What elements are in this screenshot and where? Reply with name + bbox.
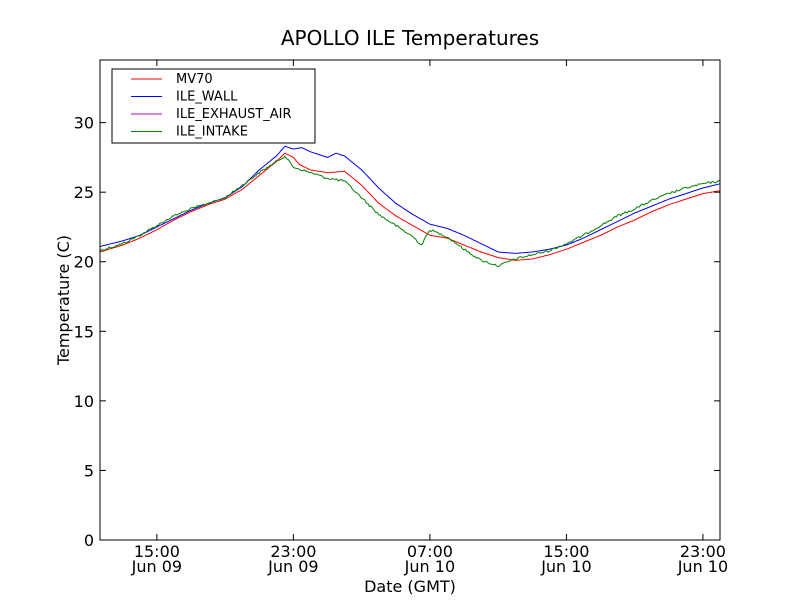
- x-tick-label-date: Jun 10: [540, 557, 591, 576]
- series-line-ile-intake: [99, 155, 721, 268]
- legend-box: [111, 68, 316, 144]
- y-tick-label: 20: [74, 253, 94, 272]
- legend-label: MV70: [176, 72, 213, 87]
- y-tick-label: 5: [84, 461, 94, 480]
- x-axis-title: Date (GMT): [364, 577, 456, 596]
- x-tick-label-time: 23:00: [270, 542, 316, 561]
- x-tick-label-date: Jun 09: [131, 557, 182, 576]
- x-tick-label-time: 07:00: [407, 542, 453, 561]
- legend-label: ILE_INTAKE: [176, 125, 248, 140]
- x-tick-label-date: Jun 10: [677, 557, 728, 576]
- series-line-mv70: [99, 152, 721, 261]
- legend-label: ILE_EXHAUST_AIR: [176, 107, 292, 122]
- y-tick-label: 25: [74, 183, 94, 202]
- y-tick-label: 0: [84, 531, 94, 550]
- y-tick-label: 10: [74, 392, 94, 411]
- x-tick-label-date: Jun 10: [404, 557, 455, 576]
- series-layer: [99, 145, 721, 268]
- legend-label: ILE_WALL: [176, 90, 238, 105]
- y-tick-label: 15: [74, 322, 94, 341]
- plot-frame: [99, 59, 721, 541]
- series-line-ile-wall: [99, 145, 721, 254]
- x-tick-label-time: 15:00: [134, 542, 180, 561]
- y-tick-label: 30: [74, 114, 94, 133]
- x-tick-label-time: 15:00: [543, 542, 589, 561]
- x-tick-label-time: 23:00: [680, 542, 726, 561]
- x-tick-label-date: Jun 09: [267, 557, 318, 576]
- chart-title: APOLLO ILE Temperatures: [281, 26, 539, 50]
- legend: MV70 ILE_WALL ILE_EXHAUST_AIR ILE_INTAKE: [111, 68, 316, 144]
- y-axis-title: Temperature (C): [54, 235, 73, 366]
